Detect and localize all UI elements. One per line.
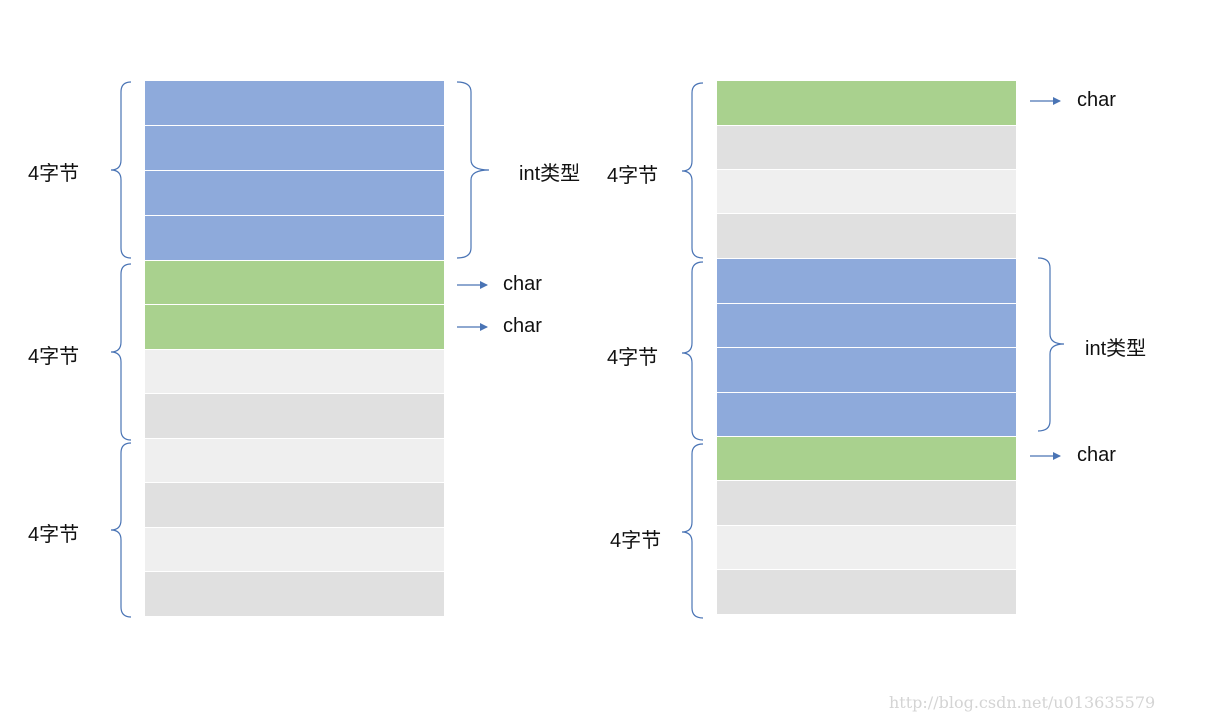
right-brace-group-2	[681, 261, 704, 441]
left-cell-int	[145, 126, 444, 171]
right-cell-int	[717, 348, 1016, 393]
left-cell-padding	[145, 528, 444, 572]
right-cell-padding	[717, 214, 1016, 259]
left-group-label-3: 4字节	[28, 524, 80, 546]
right-cell-int	[717, 393, 1016, 437]
left-int-brace	[456, 81, 490, 259]
left-cell-padding	[145, 572, 444, 616]
left-cell-int	[145, 171, 444, 216]
left-cell-padding	[145, 350, 444, 394]
left-cell-char	[145, 261, 444, 305]
watermark: http://blog.csdn.net/u013635579	[889, 693, 1156, 712]
right-int-label: int类型	[1085, 338, 1147, 360]
right-cell-int	[717, 304, 1016, 348]
right-char-label-1: char	[1077, 89, 1116, 111]
right-group-label-1: 4字节	[607, 165, 659, 187]
right-cell-char	[717, 81, 1016, 126]
left-group-label-1: 4字节	[28, 163, 80, 185]
right-char-label-2: char	[1077, 444, 1116, 466]
left-char-label-2: char	[503, 315, 542, 337]
left-brace-group-1	[110, 81, 132, 259]
left-int-label: int类型	[519, 163, 581, 185]
left-cell-padding	[145, 439, 444, 483]
right-int-brace	[1037, 257, 1065, 432]
left-group-label-2: 4字节	[28, 346, 80, 368]
left-brace-group-3	[110, 442, 132, 618]
right-cell-padding	[717, 170, 1016, 214]
left-cell-int	[145, 216, 444, 261]
right-brace-group-3	[681, 443, 704, 619]
left-cell-int	[145, 81, 444, 126]
left-brace-group-2	[110, 263, 132, 441]
left-char-label-1: char	[503, 273, 542, 295]
right-group-label-3: 4字节	[610, 530, 662, 552]
right-cell-char	[717, 437, 1016, 481]
left-cell-padding	[145, 394, 444, 439]
left-cell-padding	[145, 483, 444, 528]
right-group-label-2: 4字节	[607, 347, 659, 369]
left-cell-char	[145, 305, 444, 350]
right-brace-group-1	[681, 82, 704, 259]
right-cell-padding	[717, 126, 1016, 170]
right-cell-padding	[717, 481, 1016, 526]
right-cell-padding	[717, 570, 1016, 614]
right-cell-padding	[717, 526, 1016, 570]
right-cell-int	[717, 259, 1016, 304]
